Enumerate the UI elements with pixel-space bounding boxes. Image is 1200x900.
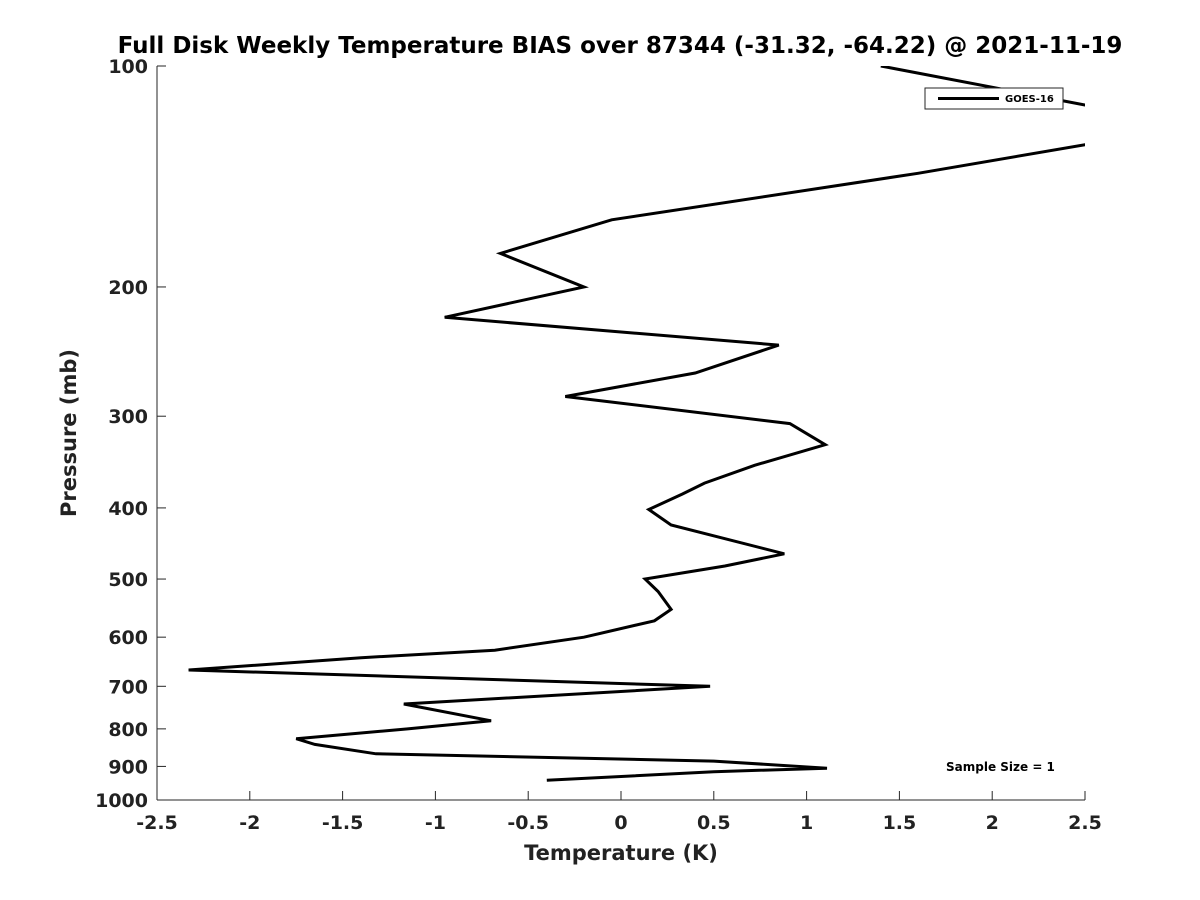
y-tick-label: 100 [108,56,148,78]
x-tick-label: -1.5 [322,812,364,834]
y-tick-label: 600 [108,627,148,649]
series-line-goes-16 [188,66,1085,782]
x-tick-label: 1 [800,812,813,834]
sample-size-annotation: Sample Size = 1 [946,760,1055,774]
x-tick-label: 0 [614,812,627,834]
legend-label-goes-16: GOES-16 [1005,94,1054,105]
plot-area [188,66,1085,782]
x-tick-label: 0.5 [697,812,731,834]
y-tick-label: 900 [108,756,148,778]
y-tick-label: 800 [108,719,148,741]
chart-title: Full Disk Weekly Temperature BIAS over 8… [118,33,1123,59]
y-tick-label: 200 [108,277,148,299]
y-tick-label: 300 [108,406,148,428]
x-axis-ticks: -2.5 -2 -1.5 -1 -0.5 0 0.5 1 1.5 2 2.5 [136,791,1102,834]
x-tick-label: 2.5 [1068,812,1102,834]
legend: GOES-16 [924,87,1064,110]
x-axis-label: Temperature (K) [524,841,718,865]
x-tick-label: -1 [425,812,446,834]
x-tick-label: 1.5 [883,812,917,834]
x-tick-label: 2 [986,812,999,834]
y-tick-label: 500 [108,569,148,591]
y-tick-label: 700 [108,676,148,698]
x-tick-label: -2.5 [136,812,178,834]
y-axis-ticks: 100 200 300 400 500 600 700 800 900 1000 [95,56,166,812]
x-tick-label: -2 [239,812,260,834]
y-tick-label: 400 [108,498,148,520]
y-axis-label: Pressure (mb) [57,349,81,517]
y-tick-label: 1000 [95,790,148,812]
x-tick-label: -0.5 [507,812,549,834]
